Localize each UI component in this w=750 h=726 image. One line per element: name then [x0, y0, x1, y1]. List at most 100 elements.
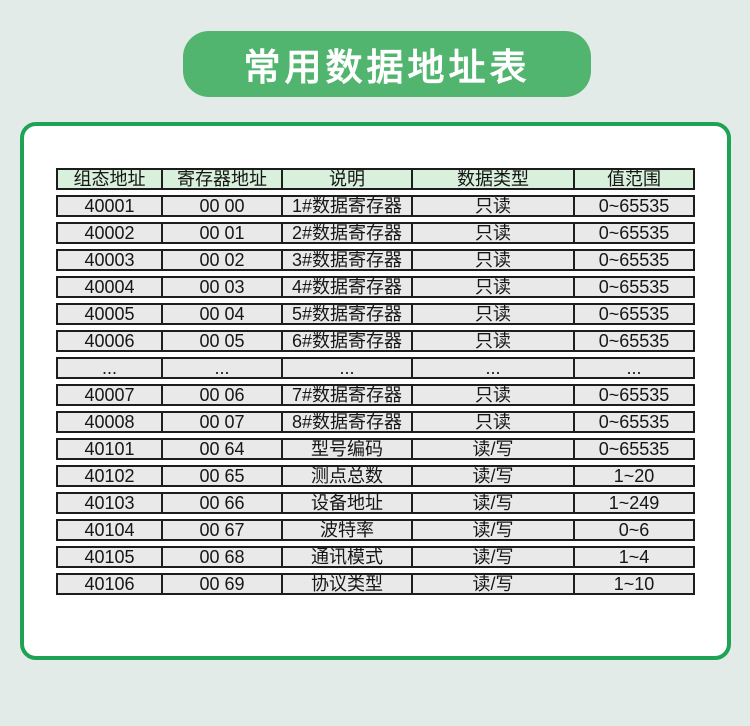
table-row: 40106 00 69 协议类型 读/写 1~10 — [56, 573, 695, 595]
table-cell: ... — [411, 357, 573, 379]
table-cell: 1~10 — [573, 573, 695, 595]
table-cell: 读/写 — [411, 573, 573, 595]
table-cell: 0~65535 — [573, 384, 695, 406]
table-cell: 40004 — [56, 276, 161, 298]
table-row: 40003 00 02 3#数据寄存器 只读 0~65535 — [56, 249, 695, 271]
table-cell: 0~65535 — [573, 438, 695, 460]
table-cell: 40102 — [56, 465, 161, 487]
table-cell: 0~65535 — [573, 330, 695, 352]
table-cell: ... — [56, 357, 161, 379]
table-cell: 只读 — [411, 276, 573, 298]
table-cell: 40001 — [56, 195, 161, 217]
table-cell: 00 02 — [161, 249, 281, 271]
table-row: ............... — [56, 357, 695, 379]
table-cell: 波特率 — [281, 519, 411, 541]
table-cell: 00 03 — [161, 276, 281, 298]
table-cell: 00 65 — [161, 465, 281, 487]
header-data-type: 数据类型 — [411, 168, 573, 190]
table-head: 组态地址 寄存器地址 说明 数据类型 值范围 — [56, 168, 695, 190]
table-cell: 00 00 — [161, 195, 281, 217]
table-row: 40102 00 65 测点总数 读/写 1~20 — [56, 465, 695, 487]
table-cell: 1~249 — [573, 492, 695, 514]
table-cell: 0~65535 — [573, 249, 695, 271]
table-cell: 只读 — [411, 195, 573, 217]
table-cell: 0~65535 — [573, 195, 695, 217]
table-cell: 只读 — [411, 411, 573, 433]
table-cell: 1~20 — [573, 465, 695, 487]
table-cell: 8#数据寄存器 — [281, 411, 411, 433]
table-card: 组态地址 寄存器地址 说明 数据类型 值范围 40001 00 00 1#数据寄存器… — [20, 122, 731, 660]
header-description: 说明 — [281, 168, 411, 190]
table-cell: 6#数据寄存器 — [281, 330, 411, 352]
table-cell: 1~4 — [573, 546, 695, 568]
table-cell: 型号编码 — [281, 438, 411, 460]
table-cell: 00 68 — [161, 546, 281, 568]
table-header-row: 组态地址 寄存器地址 说明 数据类型 值范围 — [56, 168, 695, 190]
header-register-address: 寄存器地址 — [161, 168, 281, 190]
table-cell: 4#数据寄存器 — [281, 276, 411, 298]
table-cell: ... — [573, 357, 695, 379]
table-cell: 00 66 — [161, 492, 281, 514]
table-row: 40001 00 00 1#数据寄存器 只读 0~65535 — [56, 195, 695, 217]
table-row: 40008 00 07 8#数据寄存器 只读 0~65535 — [56, 411, 695, 433]
table-cell: 00 05 — [161, 330, 281, 352]
table-cell: 0~65535 — [573, 303, 695, 325]
table-cell: 00 07 — [161, 411, 281, 433]
table-cell: 读/写 — [411, 465, 573, 487]
table-cell: 只读 — [411, 249, 573, 271]
table-cell: 00 04 — [161, 303, 281, 325]
table-cell: 读/写 — [411, 519, 573, 541]
table-row: 40105 00 68 通讯模式 读/写 1~4 — [56, 546, 695, 568]
table-cell: 只读 — [411, 303, 573, 325]
table-row: 40002 00 01 2#数据寄存器 只读 0~65535 — [56, 222, 695, 244]
table-row: 40004 00 03 4#数据寄存器 只读 0~65535 — [56, 276, 695, 298]
data-address-table: 组态地址 寄存器地址 说明 数据类型 值范围 40001 00 00 1#数据寄存器… — [56, 163, 695, 600]
table-cell: 5#数据寄存器 — [281, 303, 411, 325]
table-row: 40007 00 06 7#数据寄存器 只读 0~65535 — [56, 384, 695, 406]
page-title: 常用数据地址表 — [243, 47, 531, 88]
table-cell: 读/写 — [411, 546, 573, 568]
table-body: 40001 00 00 1#数据寄存器 只读 0~65535 40002 00 01 2#数据… — [56, 195, 695, 595]
title-banner: 常用数据地址表 — [183, 31, 591, 97]
table-cell: 只读 — [411, 330, 573, 352]
table-cell: 40005 — [56, 303, 161, 325]
table-cell: 40101 — [56, 438, 161, 460]
table-row: 40104 00 67 波特率 读/写 0~6 — [56, 519, 695, 541]
table-cell: 读/写 — [411, 438, 573, 460]
table-row: 40006 00 05 6#数据寄存器 只读 0~65535 — [56, 330, 695, 352]
table-cell: 40002 — [56, 222, 161, 244]
table-cell: ... — [281, 357, 411, 379]
table-cell: 设备地址 — [281, 492, 411, 514]
table-cell: 2#数据寄存器 — [281, 222, 411, 244]
table-cell: 00 01 — [161, 222, 281, 244]
table-cell: 通讯模式 — [281, 546, 411, 568]
table-cell: 7#数据寄存器 — [281, 384, 411, 406]
table-cell: 0~65535 — [573, 276, 695, 298]
table-cell: 只读 — [411, 222, 573, 244]
table-cell: 40006 — [56, 330, 161, 352]
table-cell: 只读 — [411, 384, 573, 406]
table-cell: 0~6 — [573, 519, 695, 541]
table-cell: 3#数据寄存器 — [281, 249, 411, 271]
table-cell: 0~65535 — [573, 222, 695, 244]
header-value-range: 值范围 — [573, 168, 695, 190]
table-cell: 40003 — [56, 249, 161, 271]
table-cell: 00 64 — [161, 438, 281, 460]
table-cell: 0~65535 — [573, 411, 695, 433]
table-cell: 1#数据寄存器 — [281, 195, 411, 217]
table-row: 40101 00 64 型号编码 读/写 0~65535 — [56, 438, 695, 460]
table-cell: 40008 — [56, 411, 161, 433]
table-row: 40005 00 04 5#数据寄存器 只读 0~65535 — [56, 303, 695, 325]
table-cell: 00 06 — [161, 384, 281, 406]
table-cell: 00 69 — [161, 573, 281, 595]
table-cell: 40106 — [56, 573, 161, 595]
table-cell: 读/写 — [411, 492, 573, 514]
table-cell: 测点总数 — [281, 465, 411, 487]
table-cell: ... — [161, 357, 281, 379]
table-cell: 协议类型 — [281, 573, 411, 595]
table-row: 40103 00 66 设备地址 读/写 1~249 — [56, 492, 695, 514]
table-cell: 40103 — [56, 492, 161, 514]
table-cell: 40104 — [56, 519, 161, 541]
header-config-address: 组态地址 — [56, 168, 161, 190]
table-cell: 00 67 — [161, 519, 281, 541]
